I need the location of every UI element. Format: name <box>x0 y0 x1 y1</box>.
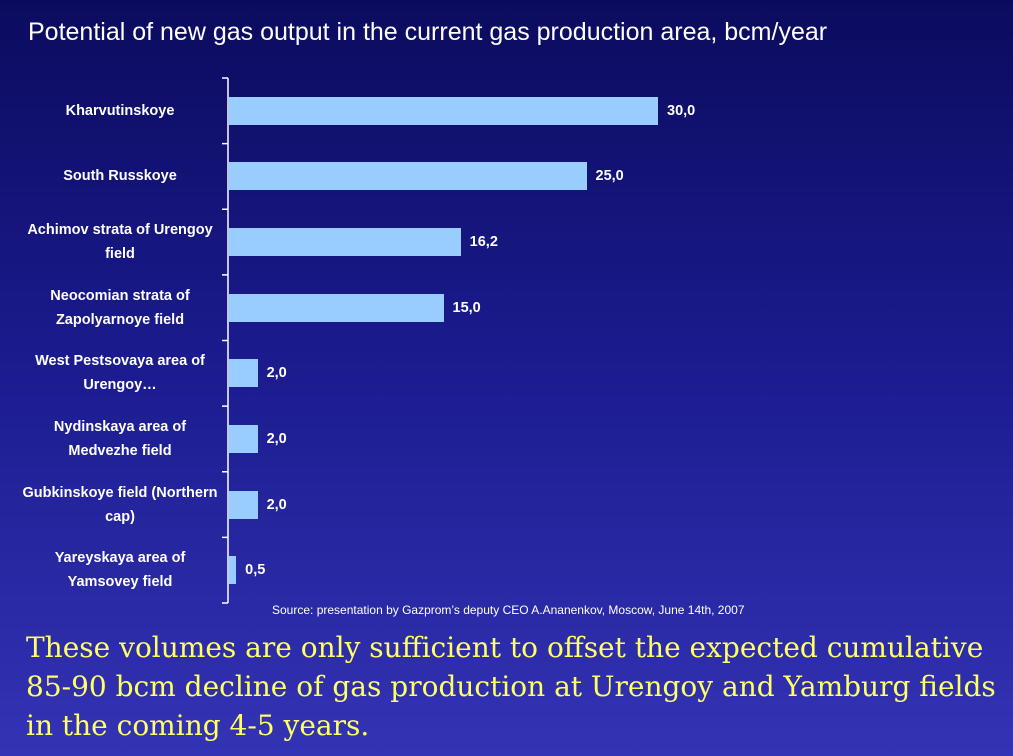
y-tick-label: West Pestsovaya area of Urengoy… <box>35 353 205 394</box>
bar <box>229 359 258 388</box>
source-note: Source: presentation by Gazprom’s deputy… <box>272 603 745 617</box>
bar <box>229 228 461 257</box>
bar <box>229 293 444 322</box>
y-tick-label: Kharvutinskoye <box>65 102 175 119</box>
y-tick-label: Gubkinskoye field (Northern cap) <box>22 484 218 525</box>
value-label: 15,0 <box>452 299 481 316</box>
bar <box>229 424 258 453</box>
y-tick-label: Nydinskaya area of Medvezhe field <box>53 418 187 459</box>
y-tick-label: South Russkoye <box>63 168 177 185</box>
chart-title: Potential of new gas output in the curre… <box>28 18 828 46</box>
y-tick-label: Neocomian strata of Zapolyarnoye field <box>50 287 190 328</box>
value-label: 2,0 <box>266 496 287 513</box>
annotation: These volumes are only sufficient to off… <box>26 631 996 742</box>
y-tick-label: Achimov strata of Urengoy field <box>27 222 213 263</box>
bar <box>229 490 258 519</box>
bar <box>229 96 658 125</box>
value-label: 2,0 <box>266 365 287 382</box>
value-label: 25,0 <box>595 168 624 185</box>
y-tick-label: Yareyskaya area of Yamsovey field <box>54 550 186 591</box>
value-label: 2,0 <box>266 430 287 447</box>
bar <box>229 556 237 585</box>
value-label: 30,0 <box>667 102 696 119</box>
value-label: 0,5 <box>245 562 266 579</box>
bar <box>229 162 587 191</box>
value-label: 16,2 <box>469 234 498 251</box>
